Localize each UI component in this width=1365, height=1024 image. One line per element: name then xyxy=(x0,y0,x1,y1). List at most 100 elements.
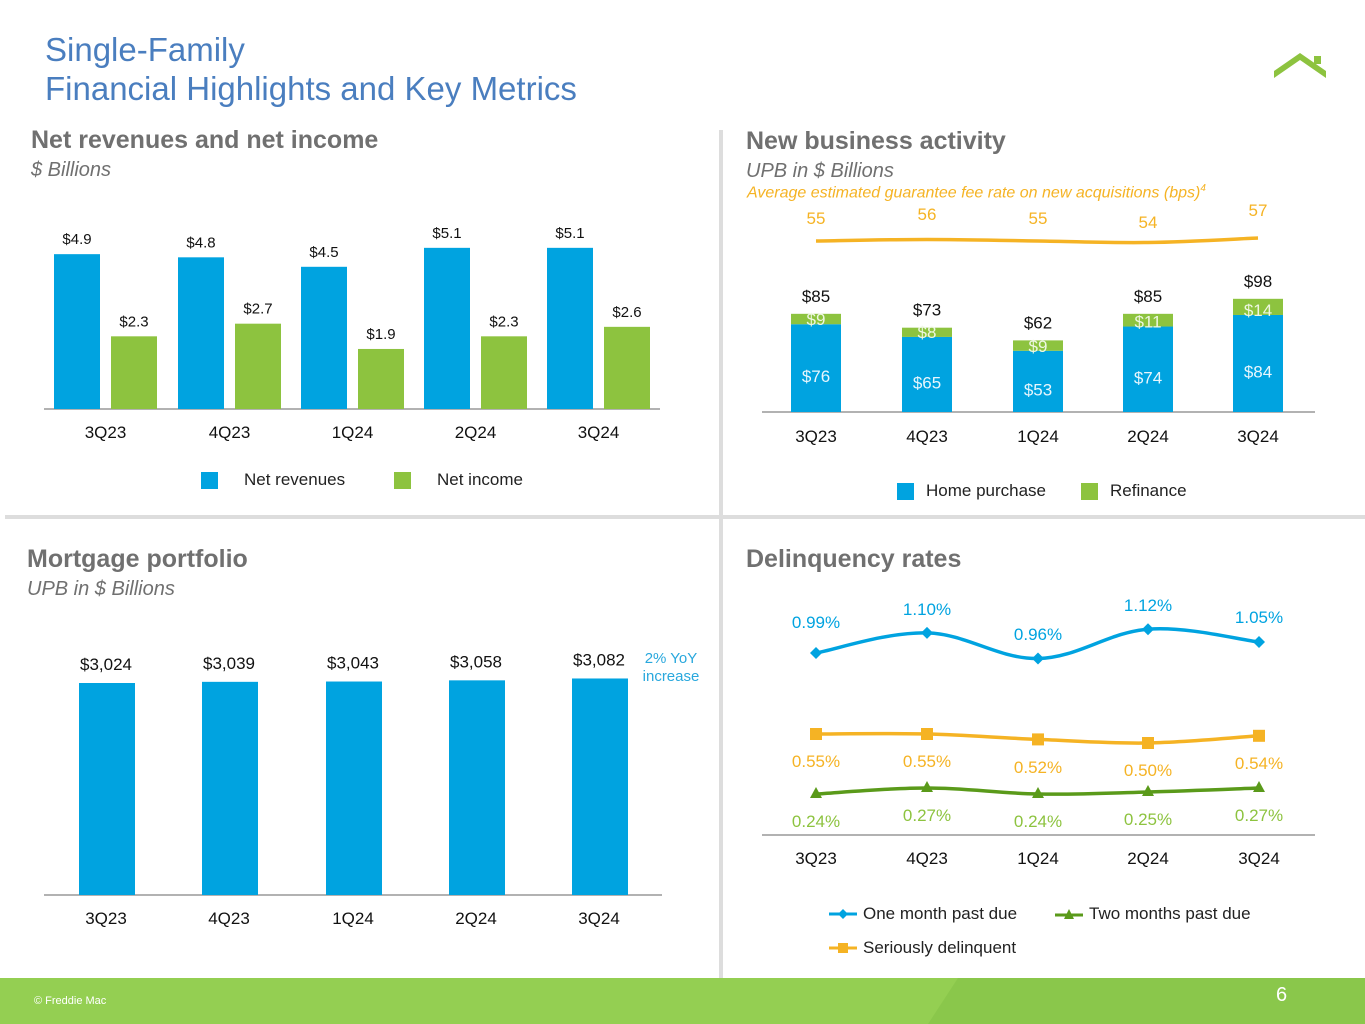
bar-mortgage-portfolio xyxy=(326,681,382,895)
bar-net-income xyxy=(481,336,527,409)
page-title-line2: Financial Highlights and Key Metrics xyxy=(45,70,577,107)
marker-seriously-delinquent xyxy=(921,728,933,740)
marker-seriously-delinquent xyxy=(1142,737,1154,749)
x-tick-label: 3Q24 xyxy=(1238,849,1280,868)
x-tick-label: 4Q23 xyxy=(209,423,251,442)
bar-net-revenues xyxy=(178,257,224,409)
total-label: $85 xyxy=(1134,287,1162,306)
x-tick-label: 4Q23 xyxy=(208,909,250,928)
marker-one-month-past-due xyxy=(921,626,933,639)
data-label: 0.25% xyxy=(1124,810,1172,829)
data-label: 0.55% xyxy=(792,752,840,771)
data-label: $2.3 xyxy=(489,313,518,330)
yoy-annotation: 2% YoY increase xyxy=(640,650,702,686)
data-label: $3,043 xyxy=(327,654,379,673)
marker-two-months-past-due xyxy=(810,787,822,798)
bar-refinance xyxy=(1013,340,1063,351)
data-label: 1.10% xyxy=(903,600,951,619)
bar-net-income xyxy=(111,336,157,409)
x-tick-label: 2Q24 xyxy=(1127,427,1169,446)
data-label: 1.05% xyxy=(1235,608,1283,627)
legend-label: One month past due xyxy=(863,904,1018,923)
legend-item-refinance: Refinance xyxy=(1081,481,1187,501)
gfee-line xyxy=(815,236,1259,245)
data-label: $3,082 xyxy=(573,650,625,669)
legend-label: Refinance xyxy=(1110,481,1187,500)
new-business-title: New business activity xyxy=(746,127,1006,155)
gfee-label: 56 xyxy=(918,205,937,224)
data-label: $76 xyxy=(802,367,830,386)
marker-seriously-delinquent xyxy=(810,728,822,740)
x-tick-label: 3Q24 xyxy=(578,909,620,928)
gfee-footnote: 4 xyxy=(1200,183,1206,194)
copyright: © Freddie Mac xyxy=(34,995,107,1007)
yoy-annotation-line1: 2% YoY xyxy=(644,650,698,667)
gfee-label: 54 xyxy=(1139,213,1158,232)
legend-item-net-income: Net income xyxy=(394,470,523,490)
bar-mortgage-portfolio xyxy=(202,681,258,895)
square-line-icon xyxy=(829,943,857,953)
bar-net-revenues xyxy=(547,247,593,409)
legend-item-net-revenues: Net revenues xyxy=(201,470,345,490)
net-revenues-title: Net revenues and net income xyxy=(31,126,379,154)
data-label: $4.5 xyxy=(309,244,338,261)
x-tick-label: 2Q24 xyxy=(1127,849,1169,868)
footer-shade xyxy=(928,978,1365,1024)
x-tick-label: 2Q24 xyxy=(455,909,497,928)
bar-refinance xyxy=(1233,298,1283,315)
total-label: $73 xyxy=(913,301,941,320)
bar-home-purchase xyxy=(1013,350,1063,412)
net-revenues-chart: $4.9 $2.3 3Q23 $4.8 $2.7 4Q23 $4.5 $1.9 1Q24 $5.1… xyxy=(44,225,660,442)
yoy-annotation-line2: increase xyxy=(642,668,700,685)
data-label: 0.50% xyxy=(1124,761,1172,780)
total-label: $98 xyxy=(1244,272,1272,291)
legend-label: Home purchase xyxy=(926,481,1047,500)
x-tick-label: 2Q24 xyxy=(455,423,497,442)
data-label: 0.24% xyxy=(1014,812,1062,831)
legend-swatch xyxy=(201,471,218,489)
x-tick-label: 3Q24 xyxy=(578,423,620,442)
x-tick-label: 1Q24 xyxy=(332,423,374,442)
marker-seriously-delinquent xyxy=(1253,729,1265,742)
data-label: 0.96% xyxy=(1014,625,1062,644)
data-label: $3,058 xyxy=(450,652,502,671)
page-title-line1: Single-Family xyxy=(45,31,245,68)
bar-mortgage-portfolio xyxy=(449,680,505,895)
data-label: $4.9 xyxy=(62,231,91,248)
marker-seriously-delinquent xyxy=(1032,733,1044,746)
horizontal-divider xyxy=(5,515,1365,519)
mortgage-portfolio-subtitle: UPB in $ Billions xyxy=(27,578,175,600)
delinquency-chart: 3Q23 4Q23 1Q24 2Q24 3Q24 0.99% 1.10% 0.96% 1.12%… xyxy=(762,596,1315,868)
data-label: 0.27% xyxy=(903,806,951,825)
marker-one-month-past-due xyxy=(810,647,822,659)
data-label: $9 xyxy=(807,310,826,329)
new-business-chart: $76 $9 $85 3Q23 $65 $8 $73 4Q23 $53 $9 $62 1Q24 $74 $… xyxy=(762,201,1315,446)
total-label: $85 xyxy=(802,287,830,306)
x-tick-label: 4Q23 xyxy=(906,849,948,868)
bar-home-purchase xyxy=(791,324,841,412)
legend-label: Net income xyxy=(437,470,523,489)
legend-swatch xyxy=(897,482,914,500)
x-tick-label: 3Q23 xyxy=(85,423,127,442)
data-label: $2.3 xyxy=(119,313,148,330)
data-label: 0.99% xyxy=(792,613,840,632)
gfee-label: 57 xyxy=(1249,201,1268,220)
bar-refinance xyxy=(791,313,841,325)
bar-mortgage-portfolio xyxy=(572,678,628,895)
bar-net-income xyxy=(604,326,650,409)
diamond-line-icon xyxy=(829,909,857,919)
vertical-divider xyxy=(719,130,723,978)
page-number: 6 xyxy=(1276,984,1288,1006)
data-label: 0.27% xyxy=(1235,806,1283,825)
data-label: 1.12% xyxy=(1124,596,1172,615)
data-label: 0.52% xyxy=(1014,758,1062,777)
house-roof-icon xyxy=(1274,53,1326,78)
bar-net-income xyxy=(358,348,404,409)
data-label: $14 xyxy=(1244,301,1272,320)
legend-item-one-month: One month past due xyxy=(829,904,1017,924)
gfee-label-text: Average estimated guarantee fee rate on … xyxy=(747,184,1201,202)
data-label: $8 xyxy=(918,323,937,342)
legend-label: Seriously delinquent xyxy=(863,938,1017,957)
data-label: 0.24% xyxy=(792,812,840,831)
legend-label: Two months past due xyxy=(1089,904,1251,923)
